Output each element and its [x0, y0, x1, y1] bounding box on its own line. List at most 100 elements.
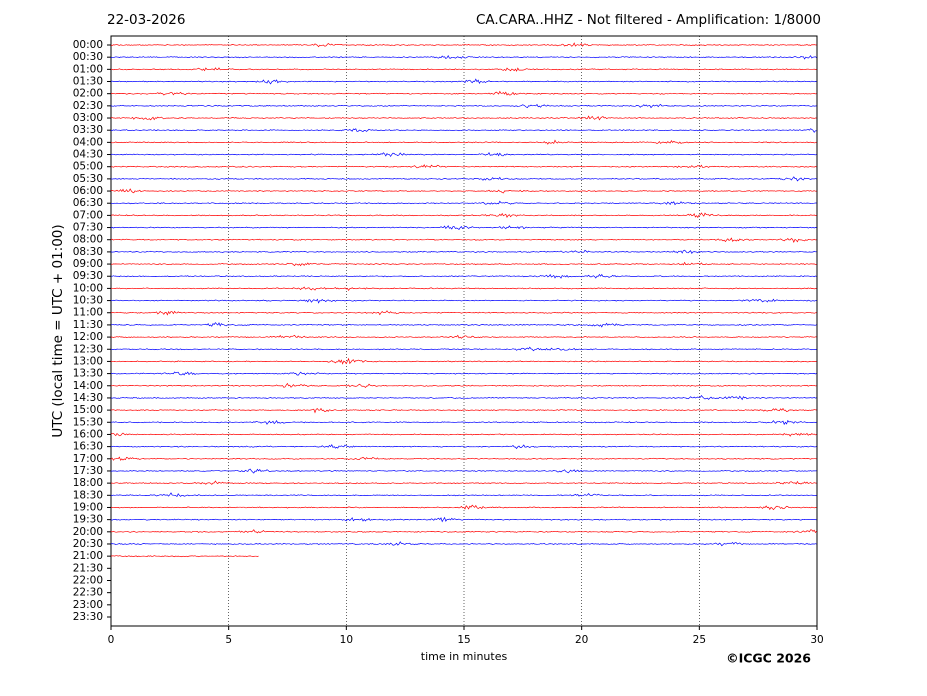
y-tick-label: 19:00	[73, 501, 103, 513]
x-tick-label: 0	[108, 634, 115, 646]
y-tick-label: 21:30	[73, 562, 103, 574]
y-tick-label: 07:30	[73, 222, 103, 234]
x-tick-label: 10	[340, 634, 353, 646]
trace	[110, 357, 817, 365]
y-tick-label: 13:30	[73, 368, 103, 380]
trace	[110, 225, 817, 231]
y-axis-label: UTC (local time = UTC + 01:00)	[50, 224, 66, 437]
trace	[110, 176, 817, 182]
y-tick-label: 05:00	[73, 161, 103, 173]
y-tick-label: 03:30	[73, 124, 103, 136]
trace	[110, 504, 817, 511]
y-tick-label: 06:30	[73, 197, 103, 209]
y-tick-label: 16:30	[73, 441, 103, 453]
y-tick-label: 15:30	[73, 416, 103, 428]
trace	[110, 468, 817, 474]
y-tick-label: 04:30	[73, 149, 103, 161]
y-tick-label: 11:00	[73, 307, 103, 319]
trace	[110, 188, 817, 194]
credit: ©ICGC 2026	[726, 651, 811, 666]
trace	[111, 371, 817, 376]
y-tick-label: 23:00	[73, 599, 103, 611]
x-tick-label: 20	[575, 634, 588, 646]
y-tick-label: 07:00	[73, 209, 103, 221]
x-axis-label: time in minutes	[421, 650, 508, 663]
trace	[110, 529, 817, 534]
trace	[110, 261, 817, 267]
trace	[110, 407, 817, 414]
trace	[111, 480, 817, 485]
trace	[110, 298, 817, 304]
trace	[110, 237, 817, 243]
trace	[110, 432, 817, 437]
y-tick-label: 20:30	[73, 538, 103, 550]
y-tick-label: 21:00	[73, 550, 103, 562]
trace	[110, 128, 817, 133]
y-tick-label: 22:30	[73, 587, 103, 599]
trace	[110, 310, 817, 316]
y-tick-label: 17:30	[73, 465, 103, 477]
y-tick-label: 19:30	[73, 514, 103, 526]
trace	[110, 139, 817, 145]
y-tick-label: 23:30	[73, 611, 103, 623]
trace	[110, 103, 817, 109]
trace	[110, 516, 817, 523]
trace	[110, 346, 817, 352]
y-tick-label: 10:00	[73, 282, 103, 294]
y-tick-label: 01:00	[73, 63, 103, 75]
trace	[110, 286, 817, 292]
date: 22-03-2026	[107, 12, 185, 28]
trace	[110, 382, 817, 389]
y-tick-label: 09:00	[73, 258, 103, 270]
trace	[110, 78, 817, 85]
y-tick-label: 08:00	[73, 234, 103, 246]
trace	[110, 67, 817, 72]
trace	[110, 90, 817, 96]
trace	[110, 42, 817, 48]
trace	[110, 541, 817, 547]
trace	[110, 395, 817, 401]
y-tick-label: 08:30	[73, 246, 103, 258]
y-tick-label: 13:00	[73, 355, 103, 367]
trace	[110, 200, 817, 206]
x-tick-label: 5	[225, 634, 232, 646]
y-tick-label: 00:00	[73, 39, 103, 51]
y-tick-label: 09:30	[73, 270, 103, 282]
y-tick-label: 17:00	[73, 453, 103, 465]
x-tick-label: 30	[810, 634, 823, 646]
chart-title: CA.CARA..HHZ - Not filtered - Amplificat…	[476, 12, 821, 28]
y-tick-label: 20:00	[73, 526, 103, 538]
y-tick-label: 15:00	[73, 404, 103, 416]
y-tick-label: 12:30	[73, 343, 103, 355]
trace	[110, 555, 259, 558]
y-tick-label: 12:00	[73, 331, 103, 343]
y-tick-label: 02:00	[73, 88, 103, 100]
y-tick-label: 05:30	[73, 173, 103, 185]
y-tick-label: 01:30	[73, 76, 103, 88]
x-tick-label: 25	[693, 634, 706, 646]
x-tick-label: 15	[457, 634, 470, 646]
y-tick-label: 18:30	[73, 489, 103, 501]
y-tick-label: 02:30	[73, 100, 103, 112]
y-tick-label: 03:00	[73, 112, 103, 124]
trace	[110, 212, 817, 219]
y-tick-label: 16:00	[73, 428, 103, 440]
y-tick-label: 10:30	[73, 295, 103, 307]
trace	[110, 492, 817, 498]
y-tick-label: 04:00	[73, 136, 103, 148]
trace	[110, 249, 817, 254]
y-tick-label: 00:30	[73, 51, 103, 63]
trace	[110, 322, 817, 328]
trace	[110, 273, 817, 279]
trace	[110, 115, 817, 121]
trace	[110, 456, 817, 461]
y-tick-label: 06:00	[73, 185, 103, 197]
y-tick-label: 18:00	[73, 477, 103, 489]
y-tick-label: 14:30	[73, 392, 103, 404]
trace	[110, 164, 817, 169]
trace	[110, 419, 817, 426]
trace	[110, 152, 817, 158]
y-tick-label: 22:00	[73, 574, 103, 586]
trace	[110, 443, 817, 450]
